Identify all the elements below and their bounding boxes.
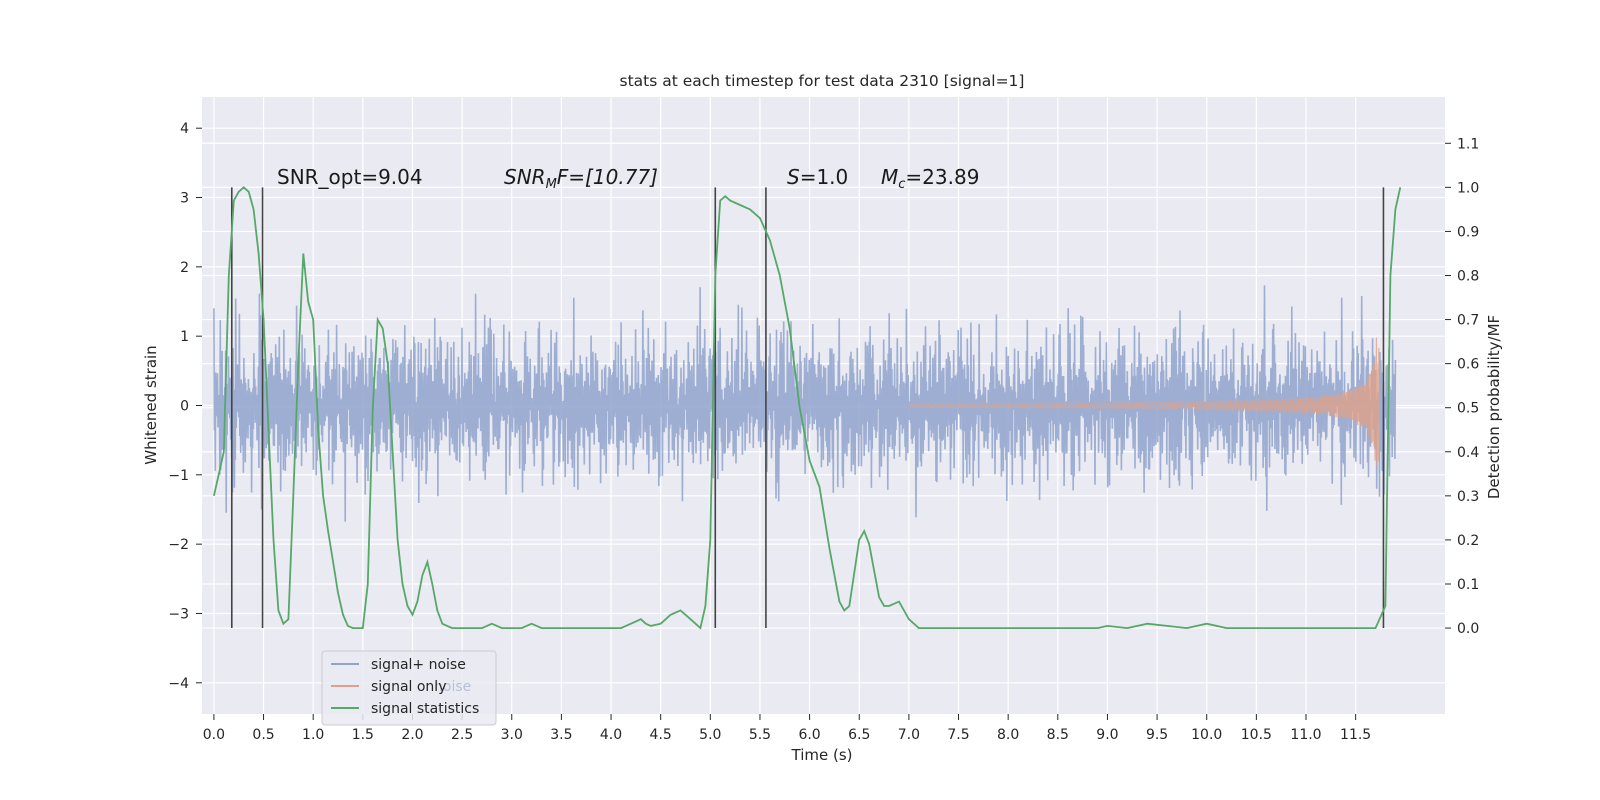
annotation-mc: Mc=23.89 — [881, 165, 979, 192]
legend-label-signal-statistics: signal statistics — [371, 701, 479, 717]
x-tick-label: 3.5 — [550, 727, 572, 743]
series-signal-plus-noise — [213, 285, 1397, 522]
x-tick-label: 2.5 — [451, 727, 473, 743]
legend-ghost-text: noise — [434, 679, 471, 695]
x-tick-label: 4.5 — [650, 727, 672, 743]
x-tick-label: 5.0 — [699, 727, 721, 743]
x-tick-label: 8.0 — [997, 727, 1019, 743]
x-tick-label: 11.5 — [1340, 727, 1371, 743]
x-axis-label: Time (s) — [791, 746, 853, 764]
right-tick-label: 0.4 — [1457, 445, 1479, 461]
legend-label-signal-plus-noise: signal+ noise — [371, 657, 466, 673]
x-tick-label: 0.0 — [203, 727, 225, 743]
x-tick-label: 6.5 — [848, 727, 870, 743]
legend: noise signal+ noise signal only signal s… — [321, 650, 497, 726]
right-tick-label: 0.9 — [1457, 224, 1479, 240]
x-tick-label: 0.5 — [252, 727, 274, 743]
series-signal-only — [908, 337, 1381, 466]
left-tick-label: 1 — [180, 329, 189, 345]
annotation-s: S=1.0 — [787, 165, 848, 189]
right-tick-label: 1.0 — [1457, 180, 1479, 196]
right-tick-label: 0.8 — [1457, 268, 1479, 284]
right-tick-label: 0.2 — [1457, 533, 1479, 549]
left-axis-ticks: 4 3 2 1 0 −1 −2 −3 −4 — [168, 121, 202, 692]
right-tick-label: 0.0 — [1457, 621, 1479, 637]
annotation-snr-opt: SNR_opt=9.04 — [277, 165, 423, 189]
vertical-markers — [230, 187, 1385, 629]
x-tick-label: 7.5 — [947, 727, 969, 743]
chart-title: stats at each timestep for test data 231… — [620, 72, 1025, 90]
x-tick-label: 3.0 — [501, 727, 523, 743]
right-tick-label: 0.6 — [1457, 357, 1479, 373]
left-tick-label: 3 — [180, 191, 189, 207]
left-tick-label: 4 — [180, 121, 189, 137]
x-tick-label: 9.0 — [1096, 727, 1118, 743]
annotation-s-label: S — [787, 165, 800, 189]
x-tick-label: 2.0 — [401, 727, 423, 743]
right-axis-ticks: 1.1 1.0 0.9 0.8 0.7 0.6 0.5 0.4 0.3 0.2 0.1 0.0 — [1445, 136, 1479, 637]
legend-label-signal-only: signal only — [371, 679, 446, 695]
annotation-mc-label: M — [881, 165, 898, 189]
annotation-mc-value: =23.89 — [905, 165, 979, 189]
left-tick-label: 0 — [180, 399, 189, 415]
annotation-s-value: =1.0 — [800, 165, 849, 189]
left-tick-label: −3 — [168, 606, 189, 622]
x-tick-label: 1.5 — [352, 727, 374, 743]
right-tick-label: 1.1 — [1457, 136, 1479, 152]
x-tick-label: 8.5 — [1047, 727, 1069, 743]
legend-box — [321, 650, 497, 726]
left-tick-label: −1 — [168, 468, 189, 484]
x-tick-label: 10.5 — [1241, 727, 1272, 743]
x-tick-label: 11.0 — [1290, 727, 1321, 743]
series-signal-statistics — [213, 186, 1402, 630]
annotation-mc-sub: c — [898, 177, 905, 192]
left-tick-label: −2 — [168, 537, 189, 553]
right-tick-label: 0.7 — [1457, 313, 1479, 329]
right-tick-label: 0.3 — [1457, 489, 1479, 505]
x-tick-label: 5.5 — [749, 727, 771, 743]
x-tick-label: 9.5 — [1146, 727, 1168, 743]
x-axis-ticks: 0.0 0.5 1.0 1.5 2.0 2.5 3.0 3.5 4.0 4.5 5.0 5.5 6.0 6… — [203, 714, 1371, 743]
left-y-axis-label: Whitened strain — [142, 345, 160, 464]
x-tick-label: 7.0 — [898, 727, 920, 743]
annotation-snr-mf-sub: M — [546, 177, 557, 192]
left-tick-label: 2 — [180, 260, 189, 276]
annotation-snr-mf-label: SNR — [504, 165, 546, 189]
right-y-axis-label: Detection probability/MF — [1485, 315, 1503, 499]
x-tick-label: 10.0 — [1191, 727, 1222, 743]
right-tick-label: 0.5 — [1457, 401, 1479, 417]
x-tick-label: 4.0 — [600, 727, 622, 743]
annotation-snr-mf-value: F=[10.77] — [557, 165, 658, 189]
left-tick-label: −4 — [168, 676, 189, 692]
x-tick-label: 1.0 — [302, 727, 324, 743]
right-tick-label: 0.1 — [1457, 577, 1479, 593]
annotation-snr-mf: SNRMF=[10.77] — [504, 165, 658, 192]
x-tick-label: 6.0 — [798, 727, 820, 743]
